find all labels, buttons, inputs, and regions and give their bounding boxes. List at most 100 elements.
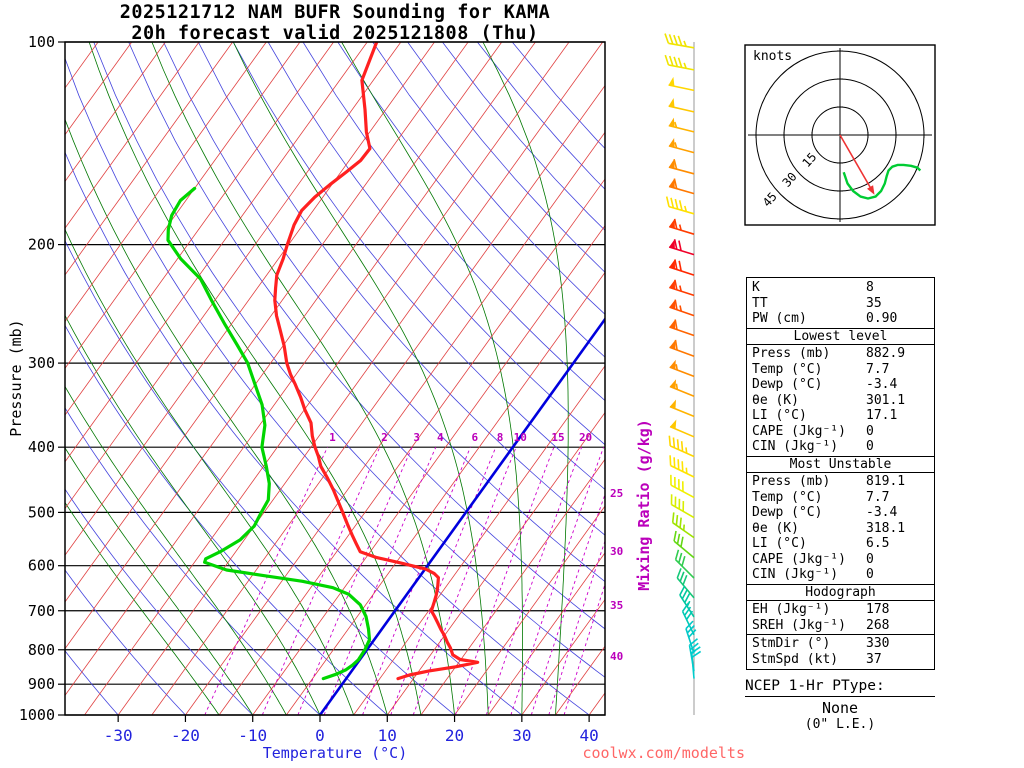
stats-section-header: Most Unstable <box>747 455 934 473</box>
pressure-tick-label: 900 <box>28 675 55 693</box>
wind-barb <box>674 549 695 579</box>
stat-row: Press (mb) 819.1 <box>747 474 934 490</box>
wind-barb <box>690 646 702 679</box>
stat-row: θe (K) 301.1 <box>747 393 934 409</box>
wind-barb <box>670 474 695 499</box>
stat-row: Dewp (°C) -3.4 <box>747 377 934 393</box>
temperature-tick-label: -20 <box>171 726 200 745</box>
stat-value: 178 <box>866 602 890 617</box>
mixing-ratio-value: 8 <box>497 431 504 444</box>
ptype-title: NCEP 1-Hr PType: <box>745 678 935 697</box>
wind-barb <box>668 239 695 256</box>
hodograph-trace <box>842 163 922 200</box>
stat-row: Press (mb) 882.9 <box>747 346 934 362</box>
pressure-tick-label: 200 <box>28 236 55 254</box>
stat-value: 6.5 <box>866 536 890 551</box>
stat-row: Dewp (°C) -3.4 <box>747 505 934 521</box>
storm-motion-arrowhead <box>867 185 875 195</box>
temperature-tick-label: 40 <box>579 726 598 745</box>
stat-label: Temp (°C) <box>752 361 823 377</box>
wind-barb <box>671 512 695 539</box>
stat-value: 35 <box>866 295 882 311</box>
temperature-axis-label: Temperature (°C) <box>262 744 408 762</box>
mixing-ratio-value: 40 <box>610 650 623 663</box>
stat-row: EH (Jkg⁻¹) 178 <box>747 602 934 618</box>
pressure-tick-label: 1000 <box>19 706 55 724</box>
wind-barb <box>668 158 695 175</box>
mixing-ratio-value: 2 <box>381 431 388 444</box>
stat-label: CAPE (Jkg⁻¹) <box>752 551 846 567</box>
ptype-block: NCEP 1-Hr PType: None (0" L.E.) <box>745 678 935 732</box>
pressure-tick-label: 600 <box>28 557 55 575</box>
wind-barb <box>664 54 695 71</box>
stat-value: 17.1 <box>866 408 898 423</box>
stat-label: K <box>752 280 760 295</box>
mixing-ratio-axis-label: Mixing Ratio (g/kg) <box>635 419 653 591</box>
temperature-tick-label: -30 <box>104 726 133 745</box>
pressure-tick-label: 400 <box>28 438 55 456</box>
stat-row: StmDir (°) 330 <box>747 636 934 652</box>
stat-label: TT <box>752 295 768 311</box>
stat-row: CAPE (Jkg⁻¹) 0 <box>747 552 934 568</box>
pressure-tick-label: 700 <box>28 602 55 620</box>
stat-label: SREH (Jkg⁻¹) <box>752 617 846 633</box>
ptype-detail: (0" L.E.) <box>804 717 876 732</box>
chart-title: 2025121712 NAM BUFR Sounding for KAMA 20… <box>65 2 605 44</box>
stat-label: Dewp (°C) <box>752 377 823 392</box>
stat-value: 0.90 <box>866 311 898 326</box>
hodograph-ring-label: 45 <box>760 189 780 209</box>
stat-label: Dewp (°C) <box>752 505 823 520</box>
wind-barb <box>668 117 695 133</box>
stat-label: Press (mb) <box>752 346 831 361</box>
hodograph-ring-label: 30 <box>780 170 800 190</box>
moist-adiabat-grid <box>65 42 569 715</box>
wind-barb <box>668 178 695 195</box>
title-line1: 2025121712 NAM BUFR Sounding for KAMA <box>119 2 551 23</box>
wind-barb <box>669 359 695 378</box>
wind-barb <box>669 319 695 337</box>
stat-row: CIN (Jkg⁻¹) 0 <box>747 439 934 455</box>
stat-label: CAPE (Jkg⁻¹) <box>752 423 846 439</box>
stat-row: Temp (°C) 7.7 <box>747 362 934 378</box>
wind-barb <box>679 585 695 618</box>
stats-panel: K 8 TT 35 PW (cm) 0.90 Lowest level Press (mb) 8… <box>746 277 935 670</box>
stat-label: StmSpd (kt) <box>752 651 839 667</box>
stat-row: CAPE (Jkg⁻¹) 0 <box>747 424 934 440</box>
stat-row: Temp (°C) 7.7 <box>747 490 934 506</box>
stat-value: 318.1 <box>866 520 906 536</box>
title-line2: 20h forecast valid 2025121808 (Thu) <box>131 23 539 44</box>
stats-section-header: Hodograph <box>747 583 934 601</box>
wind-barb <box>669 339 695 357</box>
freezing-isotherm <box>318 316 605 715</box>
stat-label: θe (K) <box>752 392 799 408</box>
pressure-tick-labels: 100 200 300 400 500 600 700 800 900 1000 <box>19 33 65 724</box>
hodograph-frame <box>744 44 936 226</box>
stat-value: -3.4 <box>866 505 898 520</box>
stat-value: 7.7 <box>866 361 890 377</box>
hodograph-ring-label: 15 <box>799 150 819 170</box>
wind-barb <box>669 379 695 397</box>
pressure-tick-label: 300 <box>28 354 55 372</box>
stat-value: 301.1 <box>866 392 906 408</box>
temperature-tick-label: 20 <box>445 726 464 745</box>
mixing-ratio-value: 25 <box>610 487 623 500</box>
mixing-ratio-value: 4 <box>437 431 444 444</box>
temperature-tick-label: -10 <box>238 726 267 745</box>
mixing-ratio-value: 10 <box>514 431 527 444</box>
watermark-text: coolwx.com/modelts <box>582 744 745 762</box>
wind-barb <box>669 259 695 276</box>
pressure-tick-label: 800 <box>28 641 55 659</box>
wind-barb <box>670 494 695 519</box>
stat-label: θe (K) <box>752 520 799 536</box>
stat-value: 7.7 <box>866 489 890 505</box>
stat-value: 330 <box>866 636 890 651</box>
wind-barb <box>668 137 695 154</box>
plot-frame <box>64 41 606 716</box>
stats-section-header: Lowest level <box>747 327 934 345</box>
stat-value: 0 <box>866 423 874 439</box>
stat-value: 0 <box>866 439 874 454</box>
stat-label: EH (Jkg⁻¹) <box>752 602 831 617</box>
temperature-tick-label: 0 <box>315 726 325 745</box>
wind-barb <box>669 299 695 317</box>
